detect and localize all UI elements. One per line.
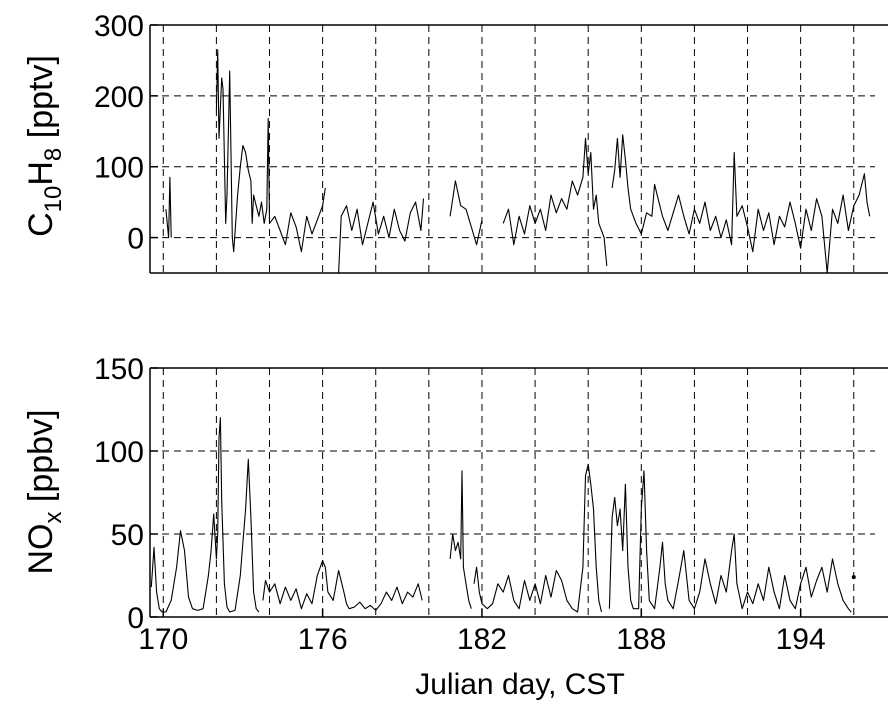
x-tick-label: 170 — [138, 623, 188, 656]
bottom-y-axis-label: NOx [ppbv] — [22, 409, 67, 574]
bottom-grid — [150, 367, 875, 618]
y-tick-label: 100 — [94, 436, 144, 469]
bottom-x-ticks: 170 176 182 188 194 — [138, 623, 825, 656]
data-point — [851, 575, 856, 580]
x-tick-label: 182 — [457, 623, 507, 656]
top-panel: 0 100 200 300 C10H8 [pptv] — [22, 10, 888, 274]
x-axis-label: Julian day, CST — [415, 668, 625, 701]
y-tick-label: 0 — [127, 223, 144, 256]
series-line-segment — [262, 560, 423, 611]
y-tick-label: 50 — [111, 519, 144, 552]
series-line-segment — [473, 463, 603, 613]
y-tick-label: 0 — [127, 602, 144, 635]
y-tick-label: 100 — [94, 152, 144, 185]
series-line-segment — [215, 49, 326, 253]
top-y-axis-label: C10H8 [pptv] — [22, 55, 67, 237]
bottom-panel: 0 50 100 150 170 176 182 188 194 NOx [ppbv] Jul… — [22, 353, 888, 701]
top-series — [165, 49, 871, 274]
x-tick-label: 176 — [298, 623, 348, 656]
series-line-segment — [150, 417, 260, 613]
y-tick-label: 150 — [94, 353, 144, 386]
series-line-segment — [502, 137, 608, 266]
bottom-axes — [149, 367, 888, 618]
x-tick-label: 188 — [616, 623, 666, 656]
x-tick-label: 194 — [776, 623, 826, 656]
series-line-segment — [165, 176, 172, 239]
bottom-y-ticks: 0 50 100 150 — [94, 353, 144, 635]
top-axes — [149, 24, 888, 274]
top-y-ticks: 0 100 200 300 — [94, 10, 144, 256]
y-tick-label: 200 — [94, 81, 144, 114]
series-line-segment — [611, 134, 871, 274]
series-line-segment — [608, 470, 852, 613]
series-line-segment — [338, 198, 425, 274]
bottom-series — [150, 417, 856, 613]
y-tick-label: 300 — [94, 10, 144, 43]
series-line-segment — [449, 180, 483, 246]
series-line-segment — [449, 470, 472, 609]
